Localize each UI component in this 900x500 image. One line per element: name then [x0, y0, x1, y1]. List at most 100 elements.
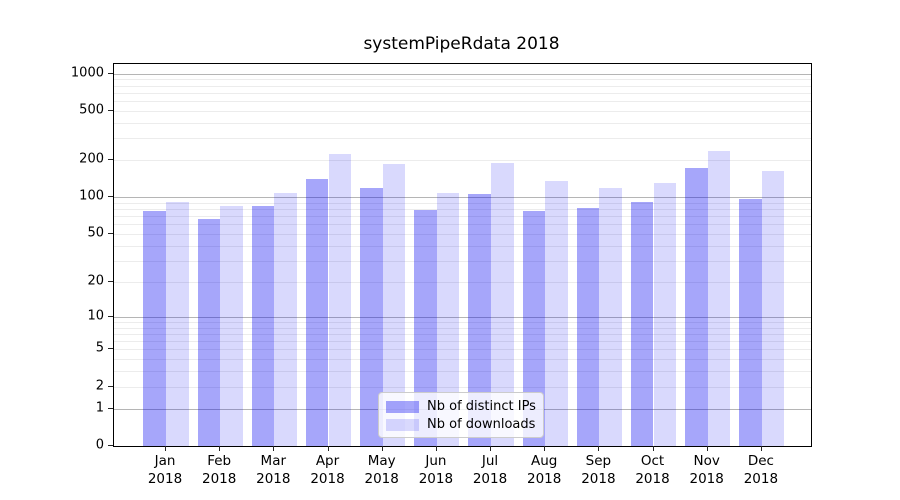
y-gridline-minor	[114, 160, 811, 162]
legend-label: Nb of downloads	[427, 417, 536, 432]
x-tick	[706, 446, 708, 451]
y-tick	[108, 233, 113, 235]
y-gridline-minor	[114, 209, 811, 211]
y-tick-label: 500	[79, 102, 104, 118]
x-tick-label-year: 2018	[635, 470, 670, 487]
bar-distinct-ips	[251, 205, 275, 446]
x-tick-label: Jun 2018	[419, 453, 453, 488]
x-tick-label-month: Dec	[747, 453, 774, 469]
y-tick-label: 0	[95, 437, 104, 453]
legend-item: Nb of distinct IPs	[386, 398, 536, 415]
x-tick-label: Oct 2018	[635, 453, 669, 488]
y-gridline-minor	[114, 234, 811, 236]
y-gridline-minor	[114, 138, 811, 140]
bar-distinct-ips	[197, 219, 221, 446]
x-tick-label-year: 2018	[527, 470, 562, 487]
x-tick-label-month: Oct	[640, 453, 665, 469]
y-gridline-minor	[114, 101, 811, 103]
y-gridline-minor	[114, 333, 811, 335]
y-gridline-minor	[114, 79, 811, 81]
bar-distinct-ips	[468, 194, 491, 446]
y-tick	[108, 315, 113, 317]
y-tick	[108, 385, 113, 387]
bar-downloads	[328, 154, 352, 446]
x-tick	[760, 446, 762, 451]
legend-item: Nb of downloads	[386, 416, 535, 433]
x-tick-label-year: 2018	[689, 470, 724, 487]
x-tick-label: Apr 2018	[310, 453, 344, 488]
bar-downloads	[653, 183, 677, 446]
bar-downloads	[382, 163, 406, 446]
bar-downloads	[707, 151, 731, 446]
bar-distinct-ips	[522, 210, 546, 446]
y-tick	[108, 445, 113, 446]
y-tick	[108, 159, 113, 161]
x-tick	[273, 446, 275, 451]
y-gridline-minor	[114, 216, 811, 218]
y-tick	[108, 280, 113, 282]
y-tick-label: 1	[95, 400, 104, 416]
x-tick-label: Feb 2018	[202, 453, 236, 488]
x-tick-label-month: Jan	[154, 453, 176, 469]
bar-distinct-ips	[576, 207, 600, 446]
y-tick	[108, 109, 113, 111]
x-tick-label-month: Mar	[260, 453, 287, 469]
y-gridline-minor	[114, 110, 811, 112]
x-tick-label-month: Feb	[207, 453, 232, 469]
x-tick-label: Aug 2018	[527, 453, 561, 488]
x-tick-label-month: Nov	[693, 453, 720, 469]
x-tick-label: Sep 2018	[581, 453, 615, 488]
y-tick-label: 200	[79, 151, 104, 167]
x-tick-label: Jan 2018	[148, 453, 182, 488]
y-tick-label: 5	[95, 340, 104, 356]
bar-downloads	[545, 181, 568, 446]
legend-swatch	[386, 400, 419, 413]
y-tick-label: 1000	[70, 65, 104, 81]
x-tick-label-year: 2018	[256, 470, 291, 487]
bar-downloads	[220, 205, 243, 446]
bar-downloads	[436, 193, 460, 446]
y-tick	[108, 348, 113, 350]
x-tick-label-year: 2018	[743, 470, 779, 487]
bar-distinct-ips	[739, 198, 762, 446]
x-tick	[381, 446, 383, 451]
y-tick	[108, 407, 113, 409]
bar-downloads	[599, 187, 622, 446]
x-tick-label-year: 2018	[581, 470, 616, 487]
plot-area	[113, 63, 812, 447]
y-gridline-minor	[114, 202, 811, 204]
y-tick-label: 50	[87, 225, 104, 241]
y-gridline-minor	[114, 386, 811, 388]
y-gridline-minor	[114, 371, 811, 373]
y-gridline-minor	[114, 359, 811, 361]
x-tick-label-year: 2018	[147, 470, 183, 487]
y-tick-label: 100	[79, 188, 104, 204]
x-tick	[544, 446, 546, 451]
x-tick-label: Jul 2018	[473, 453, 507, 488]
bar-distinct-ips	[414, 209, 437, 446]
bar-distinct-ips	[360, 188, 383, 446]
x-tick	[652, 446, 654, 451]
bar-distinct-ips	[143, 211, 166, 446]
y-gridline-minor	[114, 92, 811, 94]
y-gridline-minor	[114, 349, 811, 351]
y-gridline-minor	[114, 321, 811, 323]
legend: Nb of distinct IPs Nb of downloads	[378, 392, 544, 438]
y-tick-label: 20	[87, 273, 104, 289]
y-gridline-minor	[114, 85, 811, 87]
bar-distinct-ips	[305, 178, 329, 446]
x-tick-label-year: 2018	[418, 470, 454, 487]
y-tick	[108, 196, 113, 198]
y-gridline-minor	[114, 327, 811, 329]
legend-label: Nb of distinct IPs	[427, 399, 536, 414]
bar-downloads	[761, 171, 785, 446]
x-tick-label-month: Aug	[530, 453, 558, 469]
bar-downloads	[166, 202, 189, 446]
y-gridline-major	[114, 197, 811, 199]
x-tick	[435, 446, 437, 451]
x-tick-label: May 2018	[365, 453, 399, 488]
y-gridline-minor	[114, 122, 811, 124]
x-tick	[490, 446, 491, 451]
x-tick-label-year: 2018	[202, 470, 237, 487]
